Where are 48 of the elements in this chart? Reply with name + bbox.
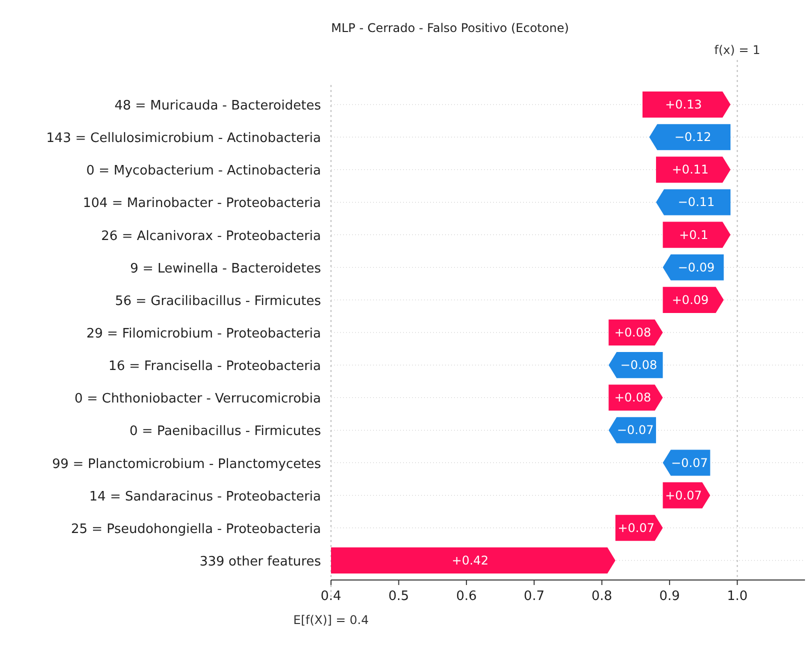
ref-line-label: f(x) = 1 — [714, 43, 760, 57]
y-tick-label: 25 = Pseudohongiella - Proteobacteria — [70, 522, 321, 537]
bar — [331, 547, 616, 574]
x-tick-label: 0.8 — [592, 589, 612, 604]
data-label: −0.08 — [620, 358, 658, 372]
data-label: +0.1 — [679, 228, 708, 242]
bar — [642, 92, 731, 118]
y-tick-label: 14 = Sandaracinus - Proteobacteria — [89, 489, 321, 504]
data-label: −0.07 — [616, 423, 654, 438]
bar — [662, 222, 731, 248]
x-tick-label: 0.5 — [388, 589, 410, 604]
data-label: −0.11 — [678, 195, 715, 210]
bar — [662, 254, 724, 280]
y-tick-label: 56 = Gracilibacillus - Firmicutes — [114, 294, 322, 309]
x-tick-label: 0.6 — [456, 589, 477, 604]
data-label: +0.13 — [665, 98, 702, 112]
data-label: +0.08 — [614, 326, 652, 340]
data-label: +0.09 — [672, 292, 709, 307]
y-tick-label: 339 other features — [200, 554, 322, 570]
chart-title: MLP - Cerrado - Falso Positivo (Ecotone) — [331, 21, 569, 35]
bar — [662, 286, 724, 313]
x-tick-label: 0.4 — [320, 589, 342, 604]
data-label: +0.08 — [614, 390, 652, 405]
data-label: +0.07 — [618, 520, 654, 535]
y-tick-label: 48 = Muricauda - Bacteroidetes — [114, 98, 322, 114]
y-tick-label: 0 = Paenibacillus - Firmicutes — [130, 424, 322, 440]
x-tick-label: 0.9 — [659, 589, 680, 604]
ref-line-label: E[f(X)] = 0.4 — [293, 613, 369, 627]
y-tick-label: 16 = Francisella - Proteobacteria — [108, 359, 321, 374]
data-label: +0.07 — [665, 488, 702, 502]
y-tick-label: 104 = Marinobacter - Proteobacteria — [82, 196, 321, 212]
bar — [649, 124, 731, 150]
y-tick-label: 99 = Planctomicrobium - Planctomycetes — [52, 456, 322, 472]
y-tick-label: 9 = Lewinella - Bacteroidetes — [130, 261, 322, 276]
data-label: −0.12 — [674, 130, 712, 144]
x-tick-label: 1.0 — [726, 589, 748, 604]
y-tick-label: 0 = Chthoniobacter - Verrucomicrobia — [74, 392, 321, 407]
y-tick-label: 26 = Alcanivorax - Proteobacteria — [101, 228, 321, 244]
y-tick-label: 0 = Mycobacterium - Actinobacteria — [86, 164, 321, 179]
data-label: −0.07 — [671, 456, 708, 470]
data-label: +0.11 — [672, 162, 709, 177]
bar — [656, 189, 731, 216]
data-label: −0.09 — [678, 260, 715, 274]
x-tick-label: 0.7 — [524, 589, 544, 604]
y-tick-label: 143 = Cellulosimicrobium - Actinobacteria — [46, 131, 321, 146]
data-label: +0.42 — [452, 553, 489, 568]
bar — [656, 156, 731, 183]
y-tick-label: 29 = Filomicrobium - Proteobacteria — [86, 326, 321, 342]
